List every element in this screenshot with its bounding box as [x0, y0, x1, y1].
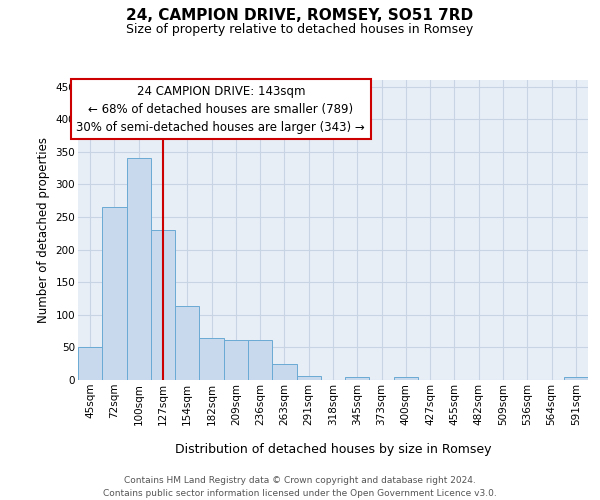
Bar — [394, 378, 418, 380]
Bar — [248, 340, 272, 380]
Bar — [224, 340, 248, 380]
Bar — [151, 230, 175, 380]
Bar — [78, 348, 102, 380]
Text: 24 CAMPION DRIVE: 143sqm
← 68% of detached houses are smaller (789)
30% of semi-: 24 CAMPION DRIVE: 143sqm ← 68% of detach… — [76, 84, 365, 134]
Bar — [272, 364, 296, 380]
Text: Contains HM Land Registry data © Crown copyright and database right 2024.
Contai: Contains HM Land Registry data © Crown c… — [103, 476, 497, 498]
Text: Size of property relative to detached houses in Romsey: Size of property relative to detached ho… — [127, 22, 473, 36]
Text: 24, CAMPION DRIVE, ROMSEY, SO51 7RD: 24, CAMPION DRIVE, ROMSEY, SO51 7RD — [127, 8, 473, 22]
Bar — [102, 207, 127, 380]
Y-axis label: Number of detached properties: Number of detached properties — [37, 137, 50, 323]
Bar — [564, 378, 588, 380]
Bar — [345, 378, 370, 380]
Bar — [296, 376, 321, 380]
Bar — [127, 158, 151, 380]
Bar — [199, 338, 224, 380]
Text: Distribution of detached houses by size in Romsey: Distribution of detached houses by size … — [175, 442, 491, 456]
Bar — [175, 306, 199, 380]
